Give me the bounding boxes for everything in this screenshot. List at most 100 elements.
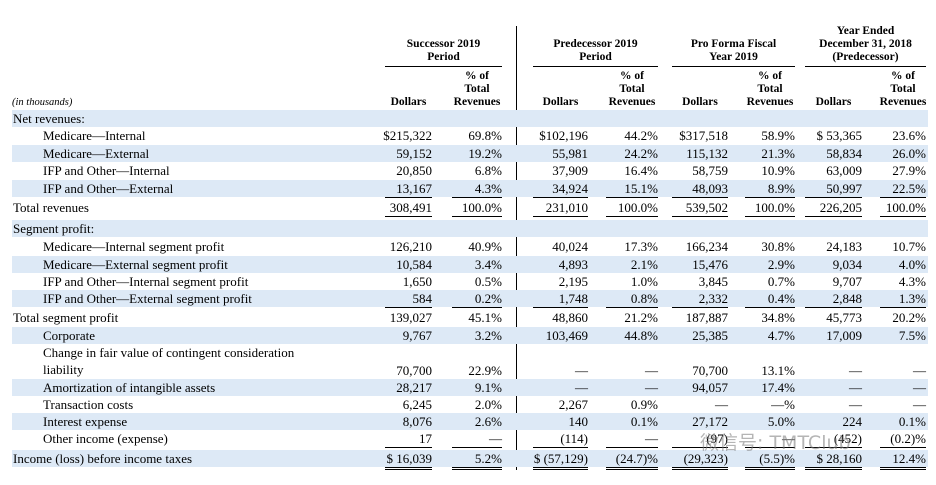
double-underline (880, 467, 926, 468)
cell: (24.7)% (615, 451, 658, 466)
cell: —% (771, 397, 795, 412)
cell: 30.8% (761, 239, 795, 254)
cell: 0.1% (898, 414, 926, 429)
row-label: Total revenues (13, 200, 89, 215)
cell: 100.0% (754, 200, 795, 215)
cell: 0.4% (767, 291, 795, 306)
cell: $ 53,365 (816, 128, 863, 143)
double-underline (805, 467, 862, 468)
cell-underline (533, 197, 588, 198)
cell: 40.9% (468, 239, 502, 254)
cell: 4.3% (898, 274, 926, 289)
group-title-line: Period (579, 51, 612, 63)
cell-underline (606, 197, 658, 198)
cell: 23.6% (892, 128, 926, 143)
cell: 0.9% (630, 397, 658, 412)
column-header-line: Revenues (879, 96, 927, 108)
cell: 58.9% (761, 128, 795, 143)
double-underline (672, 469, 728, 470)
cell: — (489, 431, 502, 446)
double-underline (385, 467, 432, 468)
cell: 103,469 (545, 328, 588, 343)
cell: 55,981 (552, 146, 588, 161)
double-underline (805, 469, 862, 470)
cell: 16.4% (624, 163, 658, 178)
cell: 10.9% (761, 163, 795, 178)
cell: — (782, 431, 795, 446)
column-header: Dollars (390, 96, 427, 108)
row-label: Income (loss) before income taxes (13, 451, 193, 466)
group-title-line: Year 2019 (709, 51, 758, 63)
cell: 166,234 (685, 239, 728, 254)
cell: 187,887 (685, 310, 728, 325)
cell: 34,924 (552, 181, 588, 196)
cell: 69.8% (468, 128, 502, 143)
row-background (12, 450, 928, 467)
cell: 2.0% (474, 397, 502, 412)
cell-underline (672, 307, 728, 308)
cell: 17,009 (826, 328, 862, 343)
cell: — (645, 380, 658, 395)
double-underline (745, 467, 795, 468)
cell: 27.9% (892, 163, 926, 178)
cell-underline (606, 307, 658, 308)
cell: — (715, 397, 728, 412)
cell: 13,167 (396, 181, 432, 196)
cell: 126,210 (389, 239, 432, 254)
cell-underline (745, 197, 795, 198)
cell: 2,267 (558, 397, 588, 412)
cell: 24.2% (624, 146, 658, 161)
cell-underline (452, 447, 502, 448)
cell: 19.2% (468, 146, 502, 161)
cell: 224 (842, 414, 863, 429)
cell-underline (880, 447, 926, 448)
cell: 70,700 (396, 363, 432, 378)
row-background (12, 220, 928, 237)
cell-underline (452, 197, 502, 198)
cell: 6.8% (474, 163, 502, 178)
header-underline (672, 66, 795, 67)
row-label: liability (43, 362, 84, 377)
row-background (12, 110, 928, 127)
cell-underline (452, 216, 502, 217)
cell: 44.8% (624, 328, 658, 343)
cell: 139,027 (389, 310, 432, 325)
cell-underline (385, 197, 432, 198)
cell: 5.0% (767, 414, 795, 429)
cell: — (913, 397, 926, 412)
row-background (12, 145, 928, 162)
cell: 1.0% (630, 274, 658, 289)
row-label: Medicare—Internal segment profit (43, 239, 225, 254)
cell-underline (745, 447, 795, 448)
cell: 4,893 (558, 257, 588, 272)
cell: 25,385 (692, 328, 728, 343)
cell: 2,195 (558, 274, 588, 289)
row-label: Medicare—Internal (43, 128, 146, 143)
header-underline (533, 66, 658, 67)
cell: $317,518 (679, 128, 728, 143)
row-label: Change in fair value of contingent consi… (43, 345, 295, 360)
cell: 100.0% (461, 200, 502, 215)
column-header-line: Total (757, 83, 783, 95)
double-underline (533, 467, 588, 468)
cell: 8,076 (402, 414, 432, 429)
cell-underline (672, 447, 728, 448)
cell-underline (880, 216, 926, 217)
cell: 22.5% (892, 181, 926, 196)
cell: 0.2% (474, 291, 502, 306)
column-header: Dollars (682, 96, 718, 108)
cell: 584 (412, 291, 433, 306)
group-title-line: Successor 2019 (406, 38, 481, 50)
unit-note: (in thousands) (12, 97, 73, 108)
cell-underline (533, 447, 588, 448)
cell: 17.4% (761, 380, 795, 395)
cell: — (913, 380, 926, 395)
cell: 115,132 (686, 146, 728, 161)
cell: 9.1% (474, 380, 502, 395)
row-label: IFP and Other—External (43, 181, 174, 196)
watermark: 微信号: TMTClub (700, 432, 851, 454)
cell: 20.2% (892, 310, 926, 325)
cell: 3.4% (474, 257, 502, 272)
cell: 140 (568, 414, 589, 429)
column-header-line: % of (620, 70, 644, 82)
